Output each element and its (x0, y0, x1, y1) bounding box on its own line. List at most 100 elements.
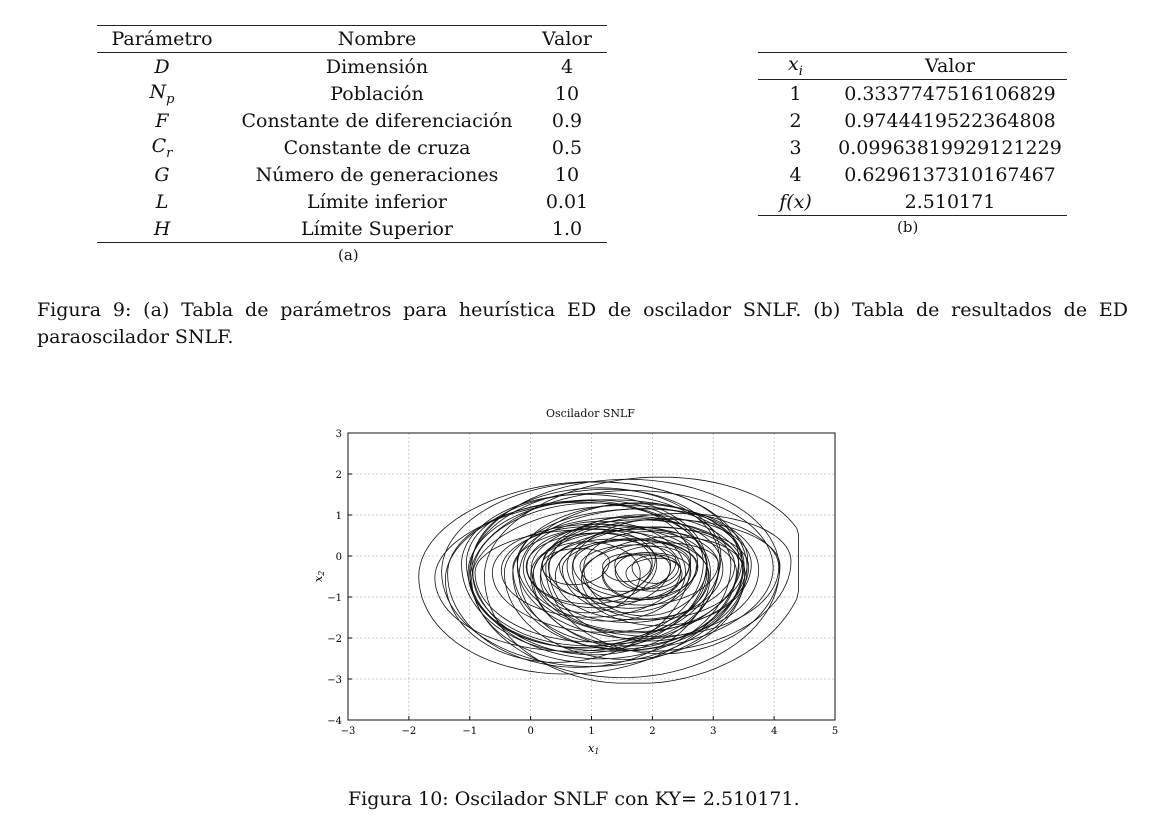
param-symbol: D (154, 55, 170, 78)
xi-index: 1 (789, 82, 802, 105)
xi-value: 0.9744419522364808 (844, 109, 1056, 132)
param-name: Límite Superior (300, 217, 454, 240)
param-value: 4 (560, 55, 574, 78)
x-tick-label: −2 (402, 726, 417, 737)
trajectory-loop (580, 536, 744, 620)
y-tick-label: −1 (327, 593, 342, 604)
trajectory-loop (554, 526, 736, 621)
param-name: Población (330, 82, 424, 105)
header-xi: xi (758, 52, 833, 80)
param-name: Constante de cruza (283, 136, 471, 159)
trajectory-loop (545, 518, 781, 655)
fx-value: 2.510171 (904, 190, 996, 213)
header-parametro: Parámetro (97, 25, 227, 53)
x-tick-label: 0 (527, 726, 533, 737)
param-name: Constante de diferenciación (241, 109, 513, 132)
trajectory-loop (530, 529, 737, 647)
chart-trajectory (418, 476, 799, 684)
fx-label: f(x) (779, 190, 812, 213)
x-tick-label: −1 (462, 726, 477, 737)
param-symbol: G (154, 163, 170, 186)
parameters-table: Parámetro Nombre Valor D Dimensión 4 Np Pobl… (97, 25, 607, 243)
parameters-table-body: D Dimensión 4 Np Población 10 F Constante de di… (97, 53, 607, 243)
table-b-caption: (b) (897, 218, 919, 236)
trajectory-loop (532, 513, 792, 652)
xi-value: 0.6296137310167467 (844, 163, 1056, 186)
trajectory-loop (469, 488, 722, 649)
trajectory-loop (500, 526, 682, 618)
trajectory-loop (547, 538, 656, 600)
trajectory-loop (441, 481, 748, 667)
y-tick-label: 1 (336, 511, 342, 522)
x-tick-label: 4 (771, 726, 777, 737)
table-a-caption: (a) (338, 246, 359, 264)
trajectory-loop (447, 501, 711, 668)
param-symbol: H (153, 217, 171, 240)
y-tick-label: 0 (336, 552, 342, 563)
table-row: F Constante de diferenciación 0.9 (97, 107, 607, 134)
param-symbol: Np (149, 80, 175, 107)
param-name: Número de generaciones (255, 163, 499, 186)
trajectory-loop (579, 544, 677, 592)
fx-row: f(x) 2.510171 (758, 188, 1067, 216)
x-tick-label: −3 (341, 726, 356, 737)
header-valor: Valor (527, 25, 607, 53)
trajectory-loop (601, 554, 683, 601)
header-valor-b: Valor (833, 52, 1067, 80)
x-tick-label: 1 (588, 726, 594, 737)
param-value: 10 (554, 82, 580, 105)
param-symbol: Cr (151, 134, 173, 161)
param-value: 0.5 (551, 136, 583, 159)
table-row: 3 0.09963819929121229 (758, 134, 1067, 161)
trajectory-loop (434, 499, 743, 652)
trajectory-loop (602, 552, 692, 601)
trajectory-loop (566, 526, 698, 609)
y-tick-label: −3 (327, 675, 342, 686)
xi-index: 2 (789, 109, 802, 132)
table-row: G Número de generaciones 10 (97, 161, 607, 188)
param-symbol: L (155, 190, 169, 213)
figure-9-caption: Figura 9: (a) Tabla de parámetros para h… (37, 299, 1128, 348)
y-tick-label: −2 (327, 634, 342, 645)
results-table-body: 1 0.3337747516106829 2 0.9744419522364808 3 0… (758, 80, 1067, 216)
xi-value: 0.09963819929121229 (838, 136, 1062, 159)
x-tick-label: 5 (832, 726, 838, 737)
trajectory-loop (625, 557, 682, 589)
trajectory-loop (467, 499, 704, 648)
param-name: Dimensión (325, 55, 429, 78)
trajectory-loop (541, 548, 610, 586)
table-row: 2 0.9744419522364808 (758, 107, 1067, 134)
x-axis-label: x1 (588, 742, 599, 756)
xi-index: 3 (789, 136, 802, 159)
chart-grid (348, 433, 835, 720)
xi-value: 0.3337747516106829 (844, 82, 1056, 105)
figure-10-caption: Figura 10: Oscilador SNLF con KY= 2.5101… (348, 788, 800, 810)
param-value: 0.9 (551, 109, 583, 132)
trajectory-loop (465, 492, 732, 660)
trajectory-loop (471, 487, 721, 656)
trajectory-loop (512, 525, 719, 645)
trajectory-loop (581, 542, 719, 606)
y-tick-label: −4 (327, 716, 342, 727)
plot-frame (347, 432, 836, 721)
param-value: 10 (554, 163, 580, 186)
table-row: Np Población 10 (97, 80, 607, 107)
table-row: H Límite Superior 1.0 (97, 215, 607, 243)
param-value: 1.0 (551, 217, 583, 240)
y-axis-label: x2 (312, 571, 326, 582)
param-symbol: F (155, 109, 169, 132)
table-row: D Dimensión 4 (97, 53, 607, 81)
y-tick-label: 2 (336, 470, 342, 481)
header-nombre: Nombre (227, 25, 527, 53)
trajectory-loop (614, 552, 671, 591)
table-row: 1 0.3337747516106829 (758, 80, 1067, 108)
trajectory-loop (532, 541, 641, 614)
x-tick-label: 2 (649, 726, 655, 737)
chart-title: Oscilador SNLF (546, 407, 635, 420)
trajectory-loop (571, 518, 752, 627)
x-tick-label: 3 (710, 726, 716, 737)
param-value: 0.01 (545, 190, 589, 213)
table-row: Cr Constante de cruza 0.5 (97, 134, 607, 161)
